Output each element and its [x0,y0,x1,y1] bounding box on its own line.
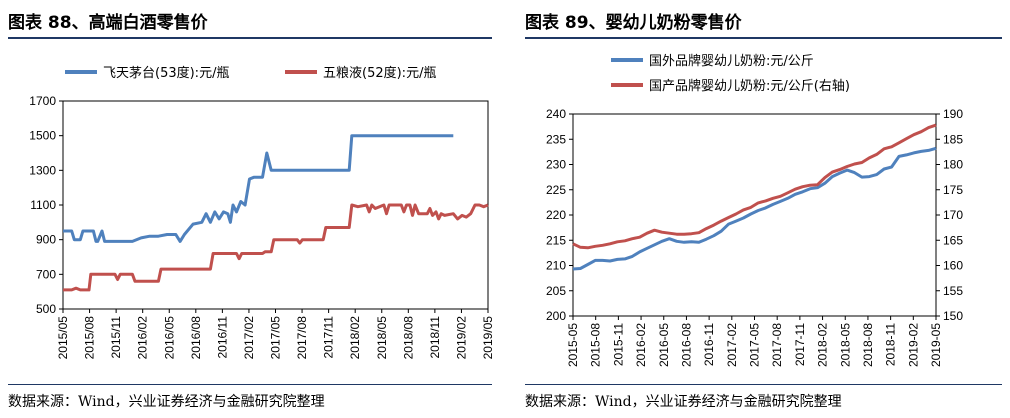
legend-label: 五粮液(52度):元/瓶 [323,65,436,81]
series-line [63,203,489,292]
x-tick-label: 2017-02 [725,323,739,367]
y-tick-label: 200 [546,309,566,323]
x-tick-label: 2017/02 [242,316,256,360]
right-chart-title: 图表 89、婴幼儿奶粉零售价 [525,13,742,33]
x-tick-label: 2018-02 [816,323,830,367]
x-tick-label: 2016-02 [634,323,648,367]
left-source-note: 数据来源：Wind，兴业证券经济与金融研究院整理 [8,394,325,410]
x-tick-label: 2019/05 [481,316,495,360]
y-tick-label: 1500 [29,129,56,143]
x-tick-label: 2018/08 [401,316,415,360]
x-tick-label: 2017/11 [322,316,336,359]
x-tick-label: 2018/02 [348,316,362,360]
right-source-rule [525,384,1002,385]
x-tick-label: 2018-11 [884,323,898,366]
plot-frame [62,100,489,310]
legend-label: 飞天茅台(53度):元/瓶 [103,65,229,81]
y2-tick-label: 160 [943,259,963,273]
left-chart-title: 图表 88、高端白酒零售价 [8,13,208,33]
y-tick-label: 215 [546,233,566,247]
x-tick-label: 2018/05 [375,316,389,360]
plot-frame [572,113,937,317]
y-tick-label: 500 [36,302,56,316]
y2-tick-label: 150 [943,309,963,323]
y2-tick-label: 180 [943,158,963,172]
y2-tick-label: 190 [943,107,963,121]
x-tick-label: 2015/11 [109,316,123,359]
series-line [63,134,454,243]
x-tick-label: 2015/05 [56,316,70,360]
left-chart-panel: 图表 88、高端白酒零售价 飞天茅台(53度):元/瓶 五粮液(52度):元/瓶 5… [0,0,500,418]
x-tick-label: 2017-05 [748,323,762,367]
x-tick-label: 2016/08 [189,316,203,360]
y2-tick-label: 165 [943,233,963,247]
x-tick-label: 2016-08 [679,323,693,367]
x-tick-label: 2017/08 [295,316,309,360]
x-tick-label: 2016-11 [702,323,716,366]
x-tick-label: 2018/11 [428,316,442,359]
x-tick-label: 2015-05 [566,323,580,367]
x-tick-label: 2018-05 [838,323,852,367]
y-tick-label: 1300 [29,163,56,177]
y-tick-label: 900 [36,233,56,247]
left-chart-svg: 飞天茅台(53度):元/瓶 五粮液(52度):元/瓶 500 700 900 1100 13… [29,65,495,360]
y-tick-label: 220 [546,208,566,222]
y-tick-label: 1100 [30,198,56,212]
x-tick-label: 2015/08 [83,316,97,360]
y-tick-label: 1700 [29,94,56,108]
right-title-rule [525,37,1002,39]
x-tick-label: 2015-11 [611,323,625,366]
x-tick-label: 2017-11 [793,323,807,366]
x-tick-label: 2016/02 [136,316,150,360]
x-tick-label: 2017-08 [770,323,784,367]
x-tick-label: 2018-08 [861,323,875,367]
x-tick-label: 2017/05 [269,316,283,360]
legend-label: 国产品牌婴幼儿奶粉:元/公斤(右轴) [649,78,850,94]
x-tick-label: 2019-02 [906,323,920,367]
y-tick-label: 230 [546,158,566,172]
series-line [572,123,937,250]
x-tick-label: 2015-08 [589,323,603,367]
x-tick-label: 2019-05 [929,323,943,367]
y-tick-label: 700 [36,267,56,281]
y2-tick-label: 170 [943,208,963,222]
x-tick-label: 2016/11 [215,316,229,359]
y-tick-label: 235 [546,132,566,146]
y2-tick-label: 185 [943,132,963,146]
x-tick-label: 2016-05 [657,323,671,367]
right-source-note: 数据来源：Wind，兴业证券经济与金融研究院整理 [525,394,842,410]
series-line [572,146,937,271]
y-tick-label: 240 [546,107,566,121]
y-tick-label: 205 [546,284,566,298]
x-tick-label: 2019/02 [454,316,468,360]
right-chart-panel: 图表 89、婴幼儿奶粉零售价 国外品牌婴幼儿奶粉:元/公斤国产品牌婴幼儿奶粉:元… [517,0,1010,418]
left-source-rule [8,384,492,385]
legend-label: 国外品牌婴幼儿奶粉:元/公斤 [649,53,814,69]
y-tick-label: 210 [546,259,566,273]
y-tick-label: 225 [546,183,566,197]
y2-tick-label: 155 [943,284,963,298]
left-title-rule [8,37,492,39]
x-tick-label: 2016/05 [162,316,176,360]
y2-tick-label: 175 [943,183,963,197]
